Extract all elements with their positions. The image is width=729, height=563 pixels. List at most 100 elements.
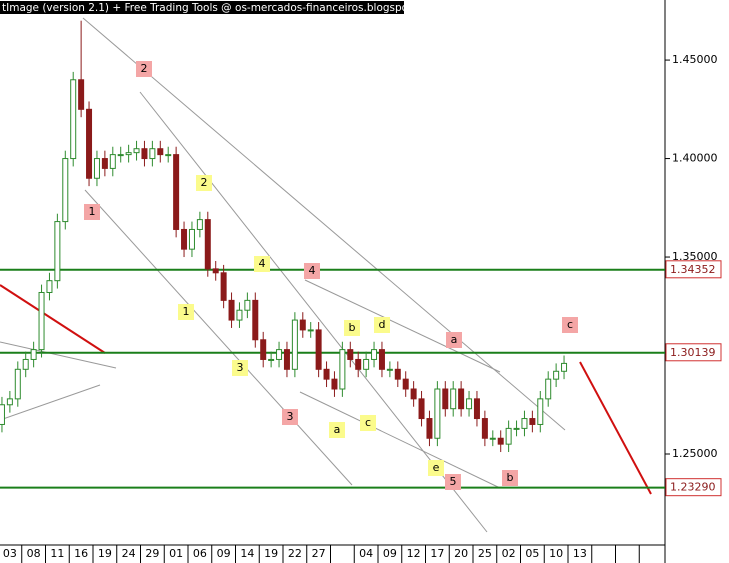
red-trendline <box>579 361 652 495</box>
wave-label-box <box>445 474 461 490</box>
level-label: 1.34352 <box>670 263 716 276</box>
wave-label-box <box>428 460 444 476</box>
candle-body <box>347 349 354 360</box>
candle-body <box>93 158 100 179</box>
candle-body <box>315 329 322 370</box>
wave-label-box <box>84 204 100 220</box>
wave-label: b <box>349 321 356 334</box>
candle-body <box>157 148 164 156</box>
candle-body <box>450 388 457 410</box>
trendline <box>0 384 101 421</box>
wave-label: d <box>379 318 386 331</box>
x-tick-label: 01 <box>169 547 183 560</box>
candle-body <box>165 154 172 157</box>
candle-body <box>196 219 203 230</box>
candle-body <box>497 437 504 445</box>
x-tick-label: 09 <box>217 547 231 560</box>
wave-label-box <box>196 175 212 191</box>
candle-body <box>553 370 560 380</box>
x-tick-label: 20 <box>454 547 468 560</box>
candle-body <box>466 398 473 410</box>
candle-body <box>521 418 528 429</box>
candle-body <box>481 418 488 439</box>
chart-title: tImage (version 2.1) + Free Trading Tool… <box>2 2 438 14</box>
candle-body <box>529 418 536 425</box>
candle-body <box>371 349 378 360</box>
candle-body <box>402 378 409 390</box>
candle-body <box>38 291 45 351</box>
candle-body <box>78 79 85 110</box>
candle-body <box>291 319 298 370</box>
x-tick-label: 19 <box>98 547 112 560</box>
y-tick-label: 1.45000 <box>672 53 718 66</box>
candle-body <box>473 398 480 420</box>
candle-body <box>101 158 108 169</box>
x-tick-label: 06 <box>193 547 207 560</box>
x-tick-label: 05 <box>525 547 539 560</box>
x-tick-label: 12 <box>407 547 421 560</box>
x-tick-label: 11 <box>50 547 64 560</box>
candle-body <box>260 339 267 360</box>
trendline <box>84 189 353 486</box>
wave-label-box <box>329 422 345 438</box>
wave-label: c <box>365 416 371 429</box>
wave-label: 5 <box>450 475 457 488</box>
x-tick-label: 13 <box>573 547 587 560</box>
candle-body <box>220 272 227 301</box>
trendline <box>0 341 117 369</box>
candle-body <box>62 158 69 223</box>
candle-body <box>489 437 496 440</box>
wave-label-box <box>232 360 248 376</box>
x-tick-label: 09 <box>383 547 397 560</box>
wave-label: 3 <box>237 361 244 374</box>
candle-body <box>299 319 306 331</box>
wave-label: a <box>334 423 341 436</box>
candle-body <box>537 398 544 425</box>
trendline <box>82 17 566 431</box>
wave-label: 4 <box>259 257 266 270</box>
candle-body <box>236 309 243 321</box>
candle-body <box>117 154 124 157</box>
wave-label-box <box>562 317 578 333</box>
candle-body <box>283 349 290 370</box>
candle-body <box>54 221 61 282</box>
candle-body <box>228 299 235 321</box>
x-tick-label: 16 <box>74 547 88 560</box>
wave-label: 3 <box>287 410 294 423</box>
wave-label: 1 <box>183 305 190 318</box>
candle-body <box>244 299 251 311</box>
wave-label-box <box>254 256 270 272</box>
level-label: 1.30139 <box>670 346 716 359</box>
level-label: 1.23290 <box>670 481 716 494</box>
candle-body <box>133 148 140 154</box>
y-tick-label: 1.35000 <box>672 250 718 263</box>
candle-body <box>14 368 21 400</box>
wave-label: c <box>567 318 573 331</box>
wave-label-box <box>304 263 320 279</box>
candle-body <box>323 368 330 380</box>
title-bar <box>0 1 404 14</box>
trendline <box>139 91 488 533</box>
candle-body <box>426 418 433 439</box>
red-trendline <box>0 284 106 354</box>
candle-body <box>394 368 401 380</box>
wave-label-box <box>282 409 298 425</box>
wave-label-box <box>344 320 360 336</box>
wave-label-box <box>360 415 376 431</box>
x-tick-label: 17 <box>430 547 444 560</box>
trendline <box>299 391 501 489</box>
candle-body <box>545 378 552 400</box>
level-tag <box>665 478 722 497</box>
x-tick-label: 29 <box>145 547 159 560</box>
candle-body <box>307 329 314 332</box>
candle-body <box>442 388 449 410</box>
wave-label: 2 <box>201 176 208 189</box>
x-tick-label: 27 <box>312 547 326 560</box>
candle-body <box>276 349 283 360</box>
candle-body <box>434 388 441 439</box>
wave-label: 2 <box>141 62 148 75</box>
candle-body <box>125 152 132 156</box>
level-tag <box>665 260 722 279</box>
candle-body <box>513 427 520 430</box>
